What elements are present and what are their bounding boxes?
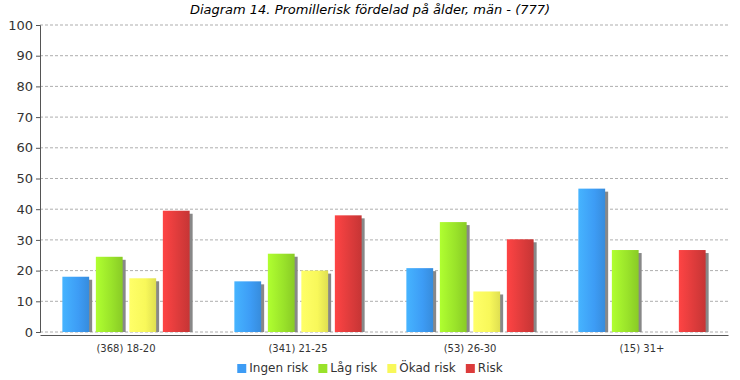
x-tick-label: (368) 18-20 <box>96 343 155 354</box>
y-tick-label: 70 <box>16 110 33 125</box>
bar <box>62 277 89 332</box>
x-tick-label: (15) 31+ <box>620 343 665 354</box>
legend-label: Ökad risk <box>399 359 455 375</box>
y-tick-mark <box>36 56 40 57</box>
y-tick-mark <box>36 332 40 333</box>
y-tick: 30 <box>16 233 40 248</box>
x-axis: (368) 18-20 (341) 21-25 (53) 26-30 (15) 31+ <box>41 335 729 354</box>
y-tick-label: 60 <box>16 140 33 155</box>
y-tick: 60 <box>16 140 40 155</box>
y-tick-label: 0 <box>25 325 33 340</box>
y-tick-mark <box>36 240 40 241</box>
grid-line <box>40 147 728 148</box>
bar-series <box>163 211 709 332</box>
y-tick-mark <box>36 209 40 210</box>
y-tick-mark <box>36 179 40 180</box>
bar <box>578 189 605 332</box>
bar <box>163 211 190 332</box>
bar <box>473 291 500 332</box>
legend: Ingen risk Låg risk Ökad risk Risk <box>237 359 502 375</box>
legend-swatch <box>387 364 396 373</box>
bar <box>301 271 328 332</box>
y-tick-label: 100 <box>8 18 33 33</box>
y-tick-label: 80 <box>16 79 33 94</box>
bar <box>96 257 123 332</box>
y-tick: 50 <box>16 171 40 186</box>
legend-label: Låg risk <box>330 361 377 375</box>
bar <box>335 215 362 332</box>
y-tick-mark <box>36 271 40 272</box>
y-tick-label: 40 <box>16 202 33 217</box>
legend-item: Ökad risk <box>387 359 455 375</box>
bar-series <box>62 189 608 332</box>
legend-swatch <box>237 364 246 373</box>
grid <box>40 25 728 332</box>
legend-swatch <box>466 364 475 373</box>
y-tick-label: 50 <box>16 171 33 186</box>
y-tick-mark <box>36 148 40 149</box>
y-tick: 70 <box>16 110 40 125</box>
y-tick-label: 20 <box>16 263 33 278</box>
bar <box>234 281 261 332</box>
y-tick-label: 10 <box>16 294 33 309</box>
grid-line <box>40 117 728 118</box>
x-tick: (368) 18-20 <box>96 335 155 354</box>
x-tick: (341) 21-25 <box>268 335 327 354</box>
x-tick: (53) 26-30 <box>444 335 497 354</box>
x-axis-line <box>41 335 729 336</box>
y-tick: 100 <box>8 18 40 33</box>
y-tick: 0 <box>25 325 40 340</box>
grid-line <box>40 25 728 26</box>
legend-label: Ingen risk <box>249 361 308 375</box>
y-tick-mark <box>36 86 40 87</box>
legend-swatch <box>318 364 327 373</box>
grid-line <box>40 209 728 210</box>
bar <box>129 278 156 332</box>
bar <box>268 254 295 332</box>
grid-line <box>40 86 728 87</box>
bar <box>406 268 433 332</box>
bars <box>62 189 708 332</box>
bar <box>507 239 534 332</box>
legend-label: Risk <box>478 361 503 375</box>
x-tick-label: (341) 21-25 <box>268 343 327 354</box>
y-tick: 80 <box>16 79 40 94</box>
y-tick: 10 <box>16 294 40 309</box>
y-tick-mark <box>36 117 40 118</box>
y-tick-mark <box>36 301 40 302</box>
chart: Diagram 14. Promillerisk fördelad på åld… <box>0 0 740 380</box>
y-tick-mark <box>36 25 40 26</box>
x-tick-label: (53) 26-30 <box>444 343 497 354</box>
bar <box>645 332 672 333</box>
plot-area: 0 10 20 30 40 50 60 70 80 90 100 (368) 18-20 (341) 2… <box>8 18 728 354</box>
bar <box>440 222 467 332</box>
grid-line <box>40 55 728 56</box>
legend-item: Låg risk <box>318 361 377 375</box>
grid-line <box>40 178 728 179</box>
y-tick: 20 <box>16 263 40 278</box>
x-tick: (15) 31+ <box>620 335 665 354</box>
y-tick-label: 30 <box>16 233 33 248</box>
y-tick-label: 90 <box>16 48 33 63</box>
chart-title: Diagram 14. Promillerisk fördelad på åld… <box>190 2 550 17</box>
y-axis: 0 10 20 30 40 50 60 70 80 90 100 <box>8 18 40 340</box>
legend-item: Ingen risk <box>237 361 308 375</box>
bar <box>679 250 706 332</box>
bar <box>612 250 639 332</box>
y-tick: 90 <box>16 48 40 63</box>
legend-item: Risk <box>466 361 503 375</box>
y-tick: 40 <box>16 202 40 217</box>
y-axis-line <box>36 26 41 333</box>
grid-line <box>40 239 728 240</box>
